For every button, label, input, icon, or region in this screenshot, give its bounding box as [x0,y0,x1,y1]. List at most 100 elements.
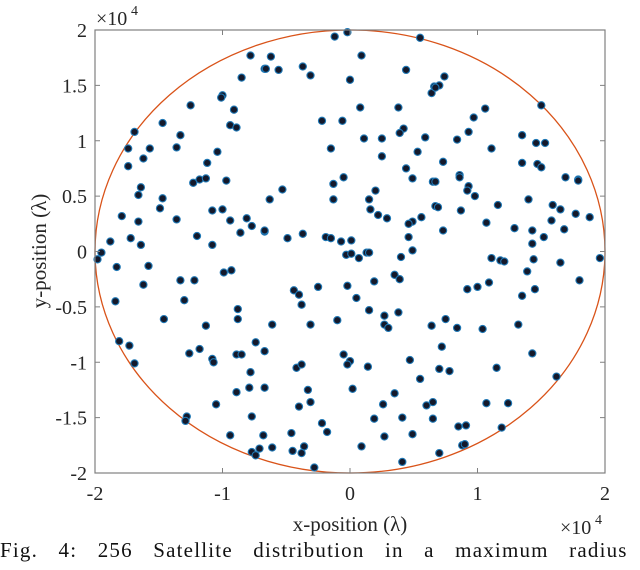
satellite-point [274,65,283,75]
satellite-point [144,261,153,271]
satellite-point [330,32,339,41]
satellite-point [255,444,264,453]
satellite-point [528,349,537,358]
satellite-point [208,240,217,250]
y-tick-label: 1.5 [62,75,87,97]
satellite-point [190,276,199,285]
satellite-point [329,179,338,189]
satellite-point [529,255,538,264]
satellite-point [192,231,202,241]
satellite-point [395,275,404,284]
satellite-point [236,228,245,237]
satellite-point [106,237,115,246]
satellite-point [473,282,482,292]
satellite-point [352,293,361,303]
satellite-point [408,246,417,255]
satellite-point [172,143,181,152]
satellite-point [112,262,121,272]
satellite-point [482,399,491,408]
satellite-point [395,128,404,138]
y-tick-label: -1.5 [55,408,87,430]
satellite-point [530,285,540,294]
satellite-point [313,282,323,292]
satellite-point [219,268,228,277]
y-tick-label: 0 [77,242,87,264]
satellite-point [556,258,565,267]
satellite-point [435,364,444,374]
satellite-point [134,190,143,200]
satellite-point [333,316,342,325]
satellite-point [343,281,352,290]
satellite-point [517,158,527,168]
satellite-point [97,248,106,257]
y-exponent-label: ×10 4 [96,4,138,30]
satellite-point [115,337,124,346]
satellite-point [401,164,411,173]
satellite-point [354,253,364,263]
satellite-point [237,73,246,82]
satellite-point [438,157,448,166]
satellite-point [233,314,242,324]
satellite-point [370,414,379,423]
satellite-point [139,154,148,163]
satellite-point [380,311,389,320]
x-exponent-power: 4 [595,513,602,528]
satellite-point [421,133,430,142]
satellite-point [226,216,235,225]
satellite-point [528,239,537,248]
satellite-point [222,176,231,185]
satellite-point [186,101,195,110]
satellite-point [497,423,506,432]
satellite-point [268,443,277,452]
satellite-point [247,221,256,231]
satellite-point [484,278,494,287]
satellite-point [345,75,355,84]
satellite-point [417,213,426,222]
satellite-point [356,103,365,112]
satellite-point [440,72,449,81]
satellite-point [394,308,403,317]
satellite-point [537,163,546,172]
satellite-point [297,360,306,369]
satellite-point [404,232,413,242]
satellite-point [294,290,304,299]
satellite-point [347,236,356,245]
satellite-point [126,234,135,243]
satellite-point [322,427,332,437]
x-exponent-label: ×10 4 [560,513,602,539]
satellite-point [408,174,417,183]
satellite-point [288,446,297,456]
satellite-point [428,397,438,407]
satellite-point [246,51,255,60]
satellite-point [298,62,307,71]
satellite-point [180,296,189,305]
satellite-point [460,440,469,449]
satellite-point [463,285,472,294]
satellite-point [482,218,491,227]
satellite-point [218,205,227,214]
satellite-point [347,249,356,258]
satellite-point [176,131,185,140]
satellite-point [124,144,133,153]
satellite-point [229,105,239,114]
satellite-point [574,176,583,185]
satellite-point [452,135,462,144]
satellite-point [261,64,271,73]
y-tick-label: 0.5 [62,186,87,208]
figure-caption: Fig. 4: 256 Satellite distribution in a … [0,538,640,562]
satellite-point [259,431,268,440]
satellite-point [124,162,133,171]
satellite-point [278,185,287,194]
satellite-point [339,350,348,359]
satellite-point [159,314,169,324]
satellite-point [371,186,380,195]
satellite-point [552,372,561,381]
satellite-point [470,191,480,201]
x-tick-label: 1 [473,483,483,505]
satellite-point [306,320,315,329]
satellite-point [233,304,242,314]
satellite-point [463,186,472,195]
satellite-point [329,195,338,204]
satellite-point [260,226,269,235]
